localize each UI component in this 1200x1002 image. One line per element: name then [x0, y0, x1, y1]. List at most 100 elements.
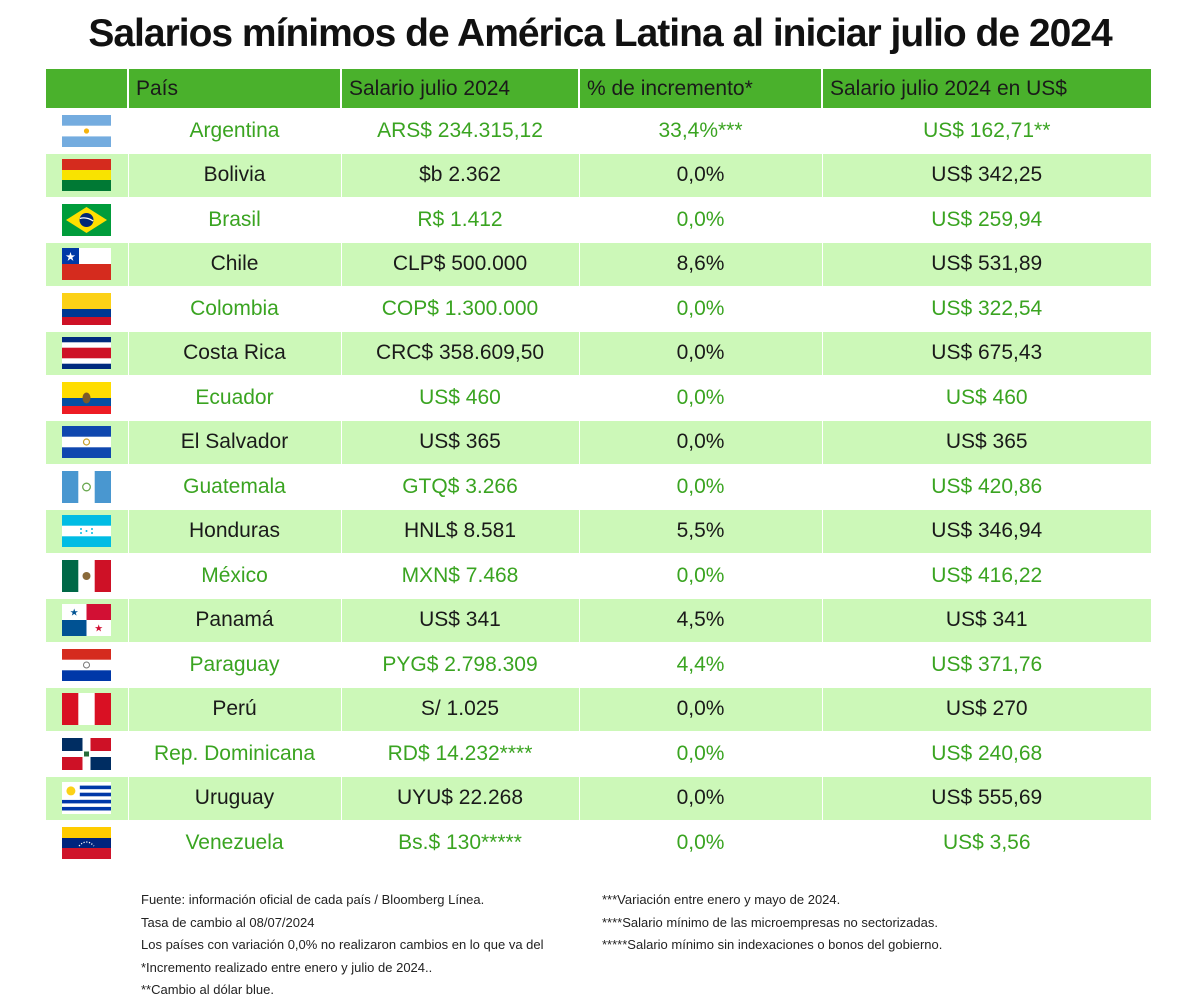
footnote: Los países con variación 0,0% no realiza…: [141, 937, 544, 952]
page-title: Salarios mínimos de América Latina al in…: [88, 12, 1112, 55]
country-cell: Bolivia: [127, 152, 341, 198]
usd-salary-cell: US$ 555,69: [821, 775, 1151, 821]
increase-cell: 0,0%: [578, 686, 822, 732]
flag-cell: [46, 241, 128, 287]
country-cell: El Salvador: [127, 419, 341, 465]
footnote: ***Variación entre enero y mayo de 2024.: [602, 892, 841, 907]
table-row: México MXN$ 7.468 0,0% US$ 416,22: [46, 553, 1151, 598]
salary-cell: US$ 365: [340, 419, 579, 465]
table-row: Honduras HNL$ 8.581 5,5% US$ 346,94: [46, 508, 1151, 554]
usd-salary-cell: US$ 675,43: [821, 330, 1151, 376]
bolivia-flag-icon: [62, 159, 112, 192]
table-row: Bolivia $b 2.362 0,0% US$ 342,25: [46, 152, 1151, 198]
usd-salary-cell: US$ 342,25: [821, 152, 1151, 198]
table-row: Paraguay PYG$ 2.798.309 4,4% US$ 371,76: [46, 642, 1151, 687]
footnote: Fuente: información oficial de cada país…: [141, 892, 485, 907]
table-header-row: País Salario julio 2024 % de incremento*…: [46, 69, 1151, 109]
usd-salary-cell: US$ 322,54: [821, 286, 1151, 331]
country-cell: Brasil: [127, 197, 341, 242]
increase-cell: 4,4%: [578, 642, 822, 687]
country-cell: Venezuela: [127, 820, 341, 865]
salary-cell: US$ 460: [340, 375, 579, 420]
country-cell: Honduras: [127, 508, 341, 554]
flag-cell: [46, 597, 128, 643]
increase-cell: 0,0%: [578, 330, 822, 376]
increase-cell: 0,0%: [578, 419, 822, 465]
usd-salary-cell: US$ 416,22: [821, 553, 1151, 598]
salary-cell: UYU$ 22.268: [340, 775, 579, 821]
country-cell: Panamá: [127, 597, 341, 643]
salary-table: País Salario julio 2024 % de incremento*…: [46, 69, 1151, 865]
salary-cell: US$ 341: [340, 597, 579, 643]
usd-salary-cell: US$ 365: [821, 419, 1151, 465]
country-cell: Perú: [127, 686, 341, 732]
header-pais: País: [127, 69, 341, 109]
flag-cell: [46, 820, 128, 865]
table-row: Costa Rica CRC$ 358.609,50 0,0% US$ 675,43: [46, 330, 1151, 376]
salary-cell: COP$ 1.300.000: [340, 286, 579, 331]
usd-salary-cell: US$ 420,86: [821, 464, 1151, 509]
footnote: ****Salario mínimo de las microempresas …: [602, 914, 938, 930]
salary-cell: Bs.$ 130*****: [340, 820, 579, 865]
table-row: Brasil R$ 1.412 0,0% US$ 259,94: [46, 197, 1151, 242]
chile-flag-icon: [62, 248, 112, 281]
increase-cell: 0,0%: [578, 286, 822, 331]
flag-cell: [46, 731, 128, 776]
flag-cell: [46, 775, 128, 821]
header-incremento: % de incremento*: [578, 69, 822, 109]
country-cell: Rep. Dominicana: [127, 731, 341, 776]
salary-cell: HNL$ 8.581: [340, 508, 579, 554]
usd-salary-cell: US$ 162,71**: [821, 108, 1151, 153]
salary-cell: MXN$ 7.468: [340, 553, 579, 598]
increase-cell: 0,0%: [578, 464, 822, 509]
salary-cell: RD$ 14.232****: [340, 731, 579, 776]
increase-cell: 0,0%: [578, 820, 822, 865]
salary-cell: CRC$ 358.609,50: [340, 330, 579, 376]
header-usd: Salario julio 2024 en US$: [821, 69, 1151, 109]
dominican-republic-flag-icon: [62, 737, 112, 770]
panama-flag-icon: [62, 604, 112, 637]
honduras-flag-icon: [62, 515, 112, 548]
usd-salary-cell: US$ 270: [821, 686, 1151, 732]
salary-cell: PYG$ 2.798.309: [340, 642, 579, 687]
country-cell: Costa Rica: [127, 330, 341, 376]
footnotes-left: Fuente: información oficial de cada país…: [141, 889, 544, 1002]
usd-salary-cell: US$ 341: [821, 597, 1151, 643]
colombia-flag-icon: [62, 292, 112, 325]
ecuador-flag-icon: [62, 381, 112, 414]
country-cell: Chile: [127, 241, 341, 287]
usd-salary-cell: US$ 346,94: [821, 508, 1151, 554]
increase-cell: 0,0%: [578, 553, 822, 598]
brazil-flag-icon: [62, 203, 112, 236]
flag-cell: [46, 642, 128, 687]
salary-cell: CLP$ 500.000: [340, 241, 579, 287]
table-row: Panamá US$ 341 4,5% US$ 341: [46, 597, 1151, 643]
increase-cell: 4,5%: [578, 597, 822, 643]
flag-cell: [46, 419, 128, 465]
table-row: Rep. Dominicana RD$ 14.232**** 0,0% US$ 240…: [46, 731, 1151, 776]
increase-cell: 5,5%: [578, 508, 822, 554]
country-cell: Uruguay: [127, 775, 341, 821]
flag-cell: [46, 108, 128, 153]
venezuela-flag-icon: [62, 826, 112, 859]
table-row: Venezuela Bs.$ 130***** 0,0% US$ 3,56: [46, 820, 1151, 865]
usd-salary-cell: US$ 460: [821, 375, 1151, 420]
flag-cell: [46, 286, 128, 331]
usd-salary-cell: US$ 3,56: [821, 820, 1151, 865]
table-row: Chile CLP$ 500.000 8,6% US$ 531,89: [46, 241, 1151, 287]
table-row: Perú S/ 1.025 0,0% US$ 270: [46, 686, 1151, 732]
country-cell: México: [127, 553, 341, 598]
salary-cell: S/ 1.025: [340, 686, 579, 732]
header-flag: [46, 69, 128, 109]
peru-flag-icon: [62, 693, 112, 726]
salary-cell: R$ 1.412: [340, 197, 579, 242]
table-row: Colombia COP$ 1.300.000 0,0% US$ 322,54: [46, 286, 1151, 331]
table-row: Uruguay UYU$ 22.268 0,0% US$ 555,69: [46, 775, 1151, 821]
increase-cell: 0,0%: [578, 152, 822, 198]
flag-cell: [46, 330, 128, 376]
guatemala-flag-icon: [62, 470, 112, 503]
country-cell: Paraguay: [127, 642, 341, 687]
uruguay-flag-icon: [62, 782, 112, 815]
flag-cell: [46, 553, 128, 598]
usd-salary-cell: US$ 531,89: [821, 241, 1151, 287]
